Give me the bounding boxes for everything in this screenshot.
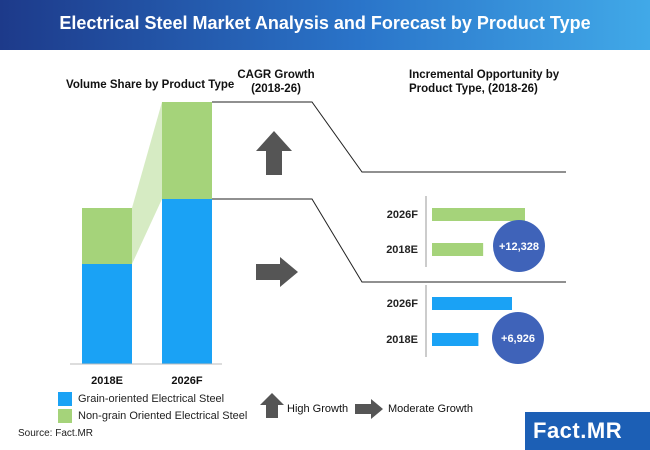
x-tick-2018e: 2018E bbox=[91, 375, 123, 387]
logo-text-part1: Fact bbox=[533, 418, 581, 443]
hbar-label-non-grain-2026f: 2026F bbox=[387, 209, 418, 221]
legend-moderate-growth-icon bbox=[355, 399, 383, 419]
hbar-grain-2026f bbox=[432, 297, 512, 310]
page-title: Electrical Steel Market Analysis and For… bbox=[59, 13, 591, 33]
cagr-heading-line1: CAGR Growth bbox=[237, 69, 315, 81]
bar-grain-2018e bbox=[82, 264, 132, 364]
source-note: Source: Fact.MR bbox=[18, 428, 94, 439]
moderate-growth-label: Moderate Growth bbox=[388, 403, 473, 415]
legend-high-growth-icon bbox=[260, 393, 284, 418]
flow-line-non-grain-top bbox=[212, 101, 566, 173]
title-banner: Electrical Steel Market Analysis and For… bbox=[0, 0, 650, 50]
factmr-logo: Fact.MR bbox=[525, 412, 650, 450]
hbar-grain-2018e bbox=[432, 333, 479, 346]
bar-grain-2026f bbox=[162, 199, 212, 364]
legend-label-grain: Grain-oriented Electrical Steel bbox=[78, 393, 225, 405]
high-growth-label: High Growth bbox=[287, 403, 349, 415]
hbar-non-grain-2026f bbox=[432, 208, 525, 221]
connector-non-grain bbox=[132, 102, 162, 264]
increment-badge-grain bbox=[492, 312, 544, 364]
moderate-growth-arrow-icon bbox=[256, 257, 298, 287]
volume-share-heading: Volume Share by Product Type bbox=[66, 79, 235, 91]
logo-text-part2: .MR bbox=[580, 418, 623, 443]
legend-swatch-non-grain bbox=[58, 409, 72, 423]
hbar-label-non-grain-2018e: 2018E bbox=[386, 244, 418, 256]
increment-badge-non-grain bbox=[493, 220, 545, 272]
cagr-heading: CAGR Growth (2018-26) bbox=[230, 68, 322, 96]
increment-value-non-grain: +12,328 bbox=[499, 241, 539, 253]
increment-value-grain: +6,926 bbox=[501, 333, 535, 345]
incremental-heading-line2: Product Type, (2018-26) bbox=[409, 83, 538, 95]
cagr-heading-line2: (2018-26) bbox=[251, 83, 301, 95]
logo-text: Fact.MR bbox=[533, 418, 622, 444]
incremental-heading: Incremental Opportunity by Product Type,… bbox=[409, 68, 559, 96]
flow-line-split bbox=[212, 198, 566, 283]
x-tick-2026f: 2026F bbox=[171, 375, 202, 387]
incremental-heading-line1: Incremental Opportunity by bbox=[409, 69, 560, 81]
hbar-label-grain-2026f: 2026F bbox=[387, 298, 418, 310]
legend-label-non-grain: Non-grain Oriented Electrical Steel bbox=[78, 410, 248, 422]
hbar-label-grain-2018e: 2018E bbox=[386, 334, 418, 346]
high-growth-arrow-icon bbox=[256, 131, 292, 175]
legend-swatch-grain bbox=[58, 392, 72, 406]
bar-non-grain-2018e bbox=[82, 208, 132, 264]
bar-non-grain-2026f bbox=[162, 102, 212, 199]
hbar-non-grain-2018e bbox=[432, 243, 484, 256]
